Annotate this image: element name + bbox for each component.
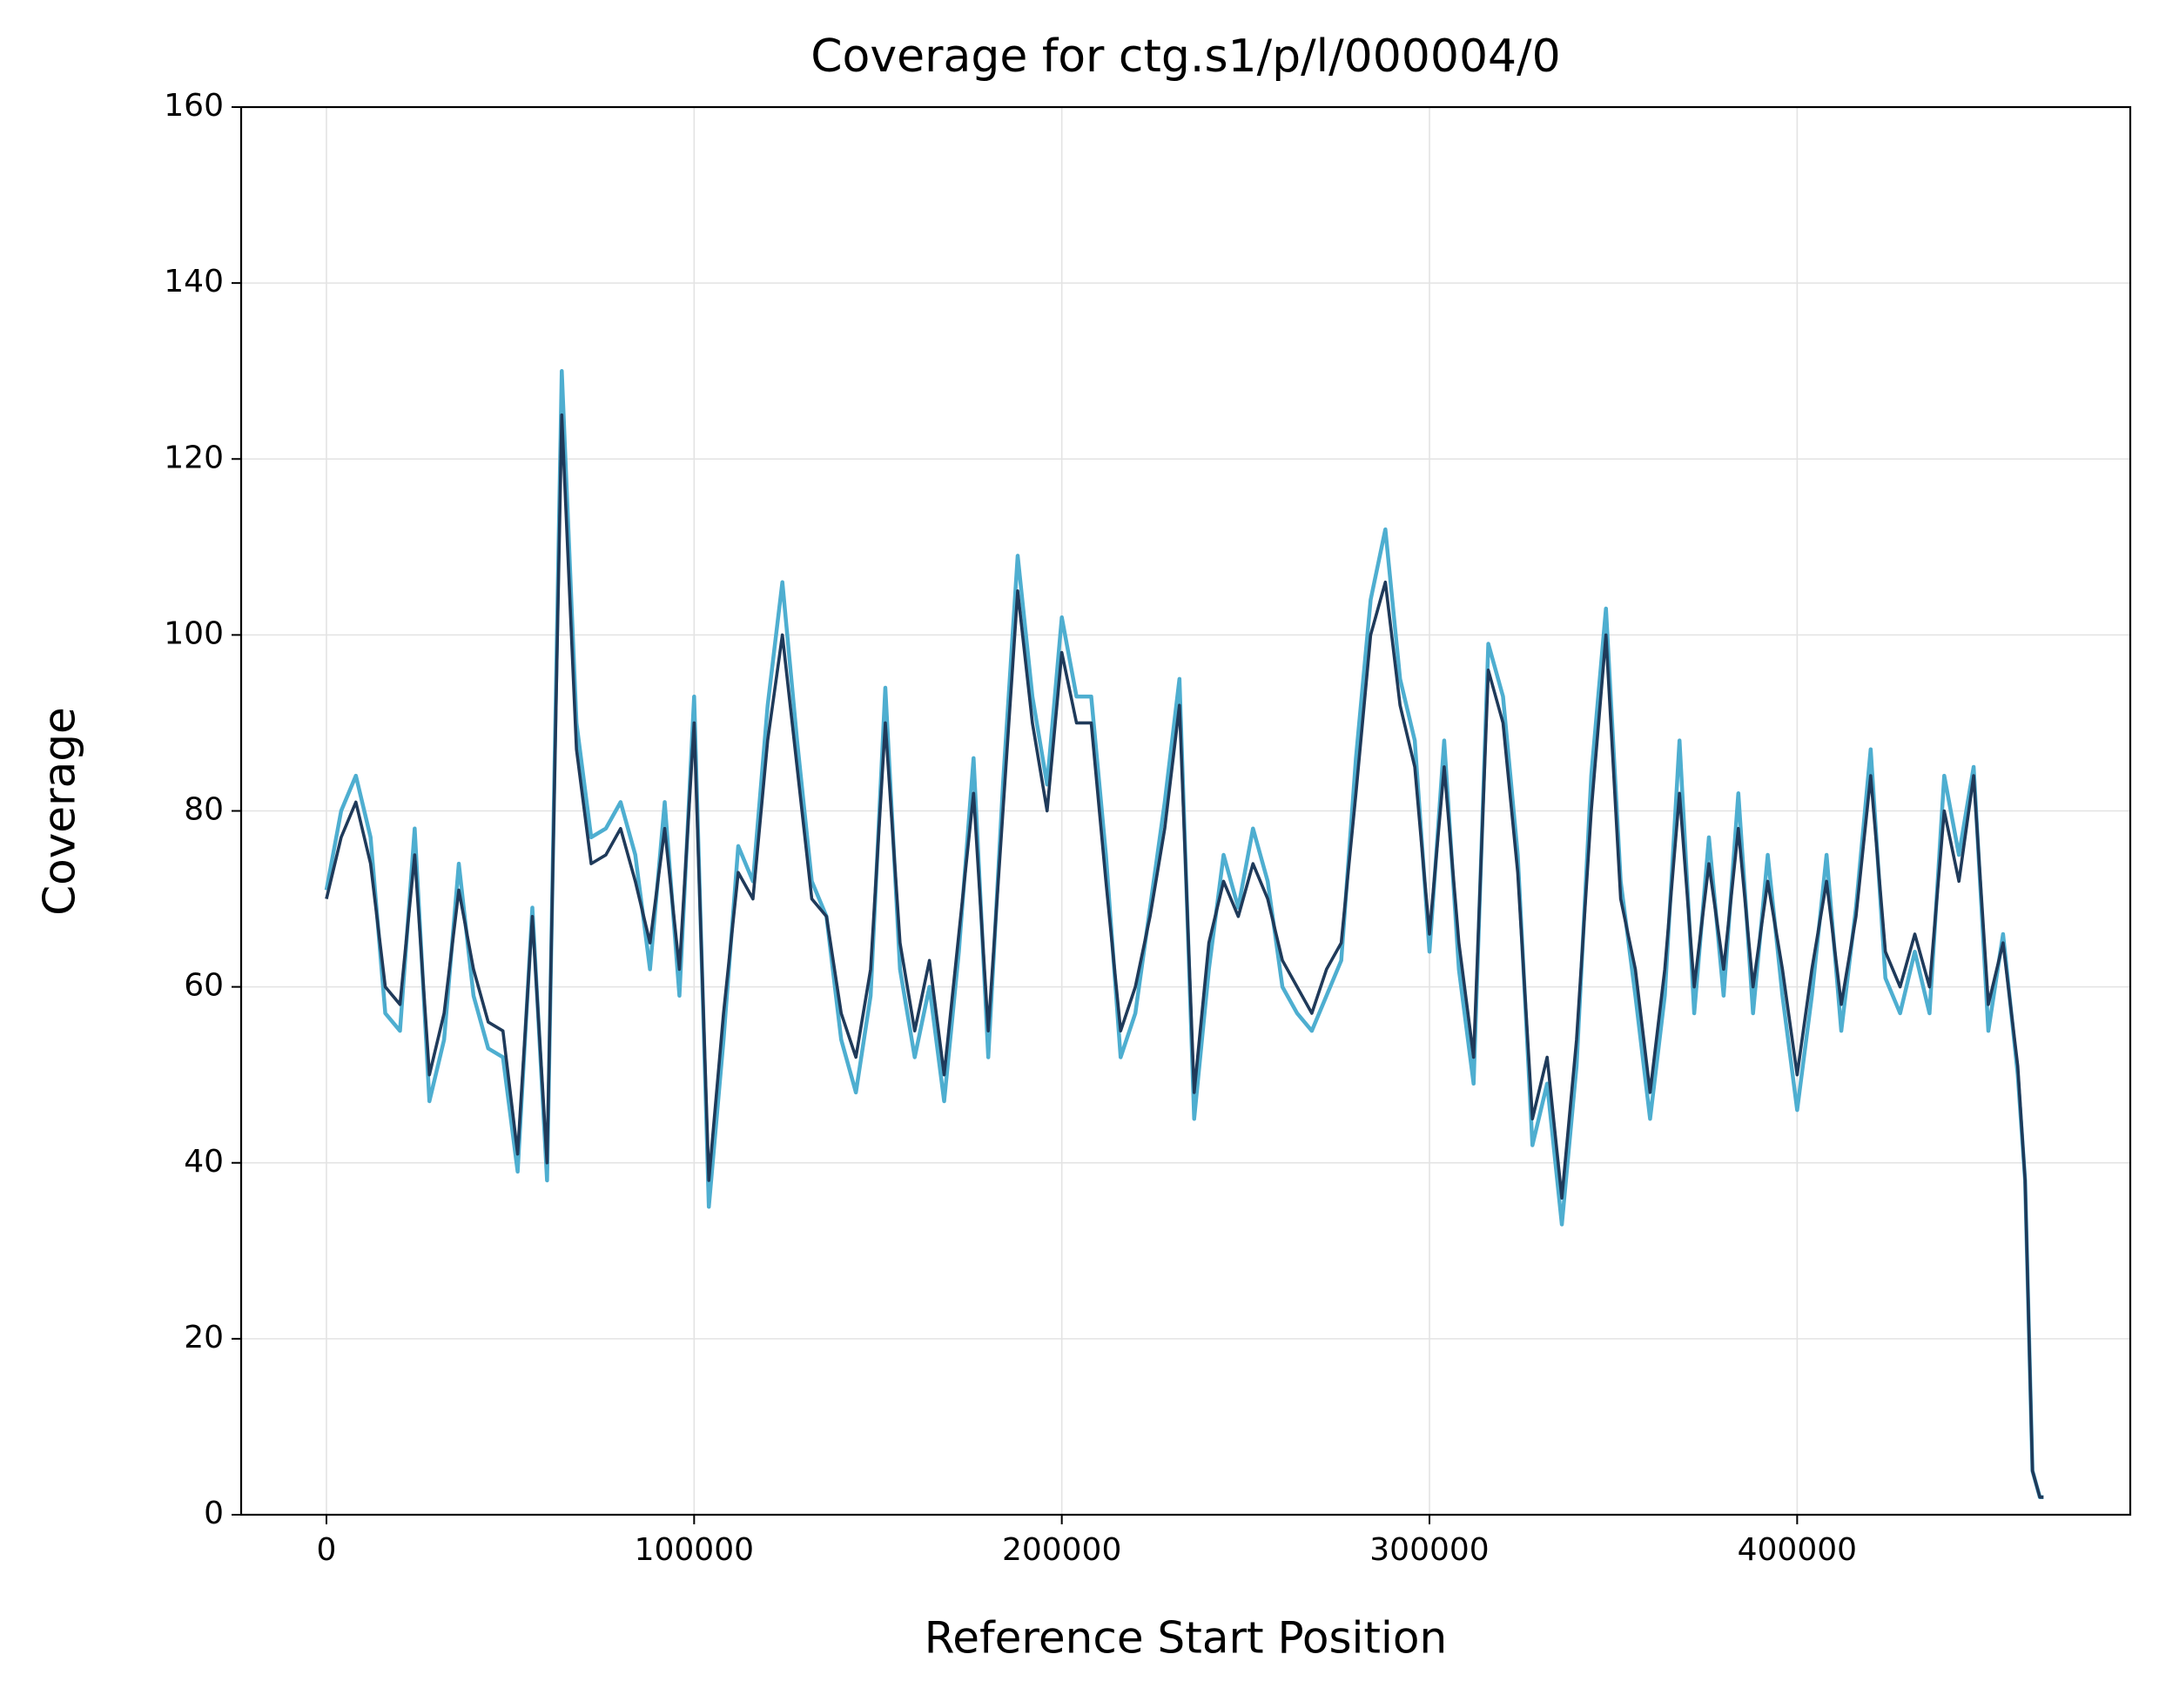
y-tick-label: 40 bbox=[184, 1144, 224, 1180]
x-tick-label: 200000 bbox=[1002, 1532, 1121, 1568]
y-tick-label: 160 bbox=[164, 88, 224, 124]
y-tick-label: 80 bbox=[184, 792, 224, 828]
x-tick-label: 100000 bbox=[635, 1532, 754, 1568]
x-axis-label: Reference Start Position bbox=[925, 1613, 1447, 1664]
chart-title: Coverage for ctg.s1/p/l/000004/0 bbox=[810, 30, 1561, 83]
y-tick-label: 140 bbox=[164, 264, 224, 299]
y-tick-label: 0 bbox=[204, 1496, 224, 1531]
y-tick-label: 60 bbox=[184, 968, 224, 1004]
y-axis-label: Coverage bbox=[35, 707, 85, 916]
coverage-line bbox=[324, 368, 2044, 1500]
y-tick-label: 120 bbox=[164, 440, 224, 475]
x-tick-label: 300000 bbox=[1369, 1532, 1489, 1568]
plot-frame bbox=[239, 105, 2132, 1516]
coverage-line bbox=[325, 413, 2044, 1499]
y-tick-label: 100 bbox=[164, 615, 224, 651]
x-tick-label: 0 bbox=[317, 1532, 337, 1568]
x-tick-label: 400000 bbox=[1738, 1532, 1857, 1568]
y-tick-label: 20 bbox=[184, 1320, 224, 1355]
